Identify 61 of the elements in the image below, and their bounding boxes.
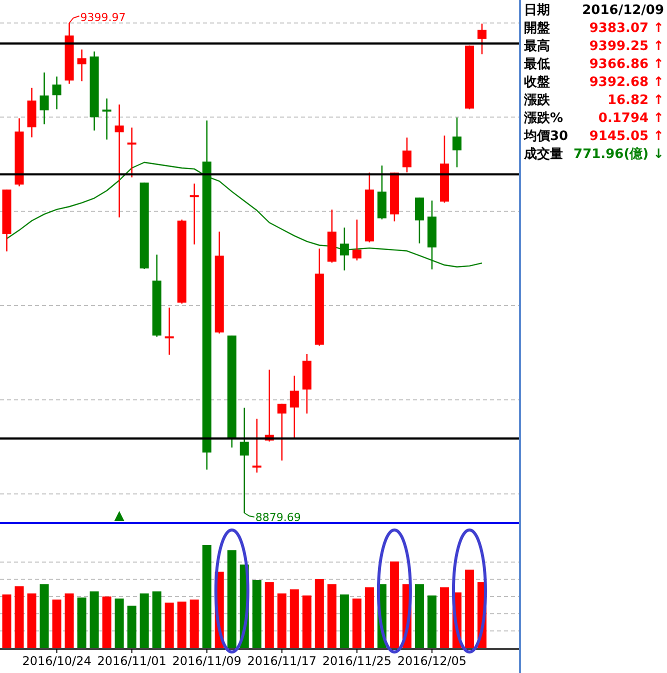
category-label: 最低	[523, 57, 550, 72]
bar	[252, 580, 262, 648]
bar	[164, 602, 174, 648]
category-label: 最高	[523, 38, 550, 54]
text: 0.1794 ↑	[598, 111, 664, 126]
text: 16.82 ↑	[607, 93, 664, 108]
bar	[302, 595, 312, 648]
x-tick-label: 2016/11/17	[247, 654, 316, 668]
bar	[90, 591, 99, 648]
bar	[277, 593, 286, 648]
bar	[390, 561, 399, 648]
bar	[327, 584, 336, 648]
bar	[314, 578, 324, 648]
x-tick-label: 2016/11/25	[322, 654, 392, 668]
category-label: 均價30	[523, 129, 568, 144]
bar	[464, 570, 474, 648]
category-label: 漲跌	[523, 93, 551, 108]
bar	[64, 593, 74, 648]
bar	[52, 600, 62, 648]
bar	[102, 596, 112, 648]
bar	[77, 598, 86, 648]
bar	[140, 593, 149, 648]
annotation: 8879.69	[255, 511, 301, 524]
bar	[40, 584, 49, 648]
bar	[264, 582, 274, 648]
annotation: 9399.97	[68, 11, 126, 24]
bar	[202, 545, 212, 648]
x-tick-label: 2016/11/01	[97, 654, 166, 668]
text: 9366.86 ↑	[589, 57, 664, 72]
category-label: 漲跌%	[523, 111, 564, 126]
text: 9383.07 ↑	[589, 21, 664, 36]
x-tick-label: 2016/11/09	[172, 654, 242, 668]
bar	[290, 589, 299, 648]
category-label: 收盤	[524, 75, 550, 90]
text: 9399.25 ↑	[589, 39, 664, 54]
bar	[2, 594, 12, 648]
bar	[177, 602, 186, 648]
bar	[440, 587, 449, 648]
bar	[114, 598, 124, 648]
bar	[227, 550, 236, 648]
bar	[152, 591, 162, 648]
text: 771.96(億) ↓	[574, 147, 664, 162]
bar	[127, 606, 136, 648]
category-label: 開盤	[524, 21, 550, 36]
bar	[190, 600, 199, 648]
text: 2016/12/09	[582, 3, 664, 18]
bar	[352, 598, 362, 648]
bar	[340, 594, 349, 648]
bar	[427, 595, 436, 648]
annotation: 9399.97	[80, 11, 126, 24]
category-label: 成交量	[523, 146, 563, 162]
x-tick-label: 2016/10/24	[22, 654, 92, 668]
bar	[27, 593, 36, 648]
category-label: 日期	[524, 3, 550, 18]
bar	[364, 587, 374, 648]
text: 9145.05 ↑	[589, 129, 664, 144]
bar	[14, 586, 24, 648]
annotation: 8879.69	[244, 511, 301, 524]
bar	[414, 584, 424, 648]
text: 9392.68 ↑	[589, 75, 664, 90]
x-tick-label: 2016/12/05	[397, 654, 467, 668]
